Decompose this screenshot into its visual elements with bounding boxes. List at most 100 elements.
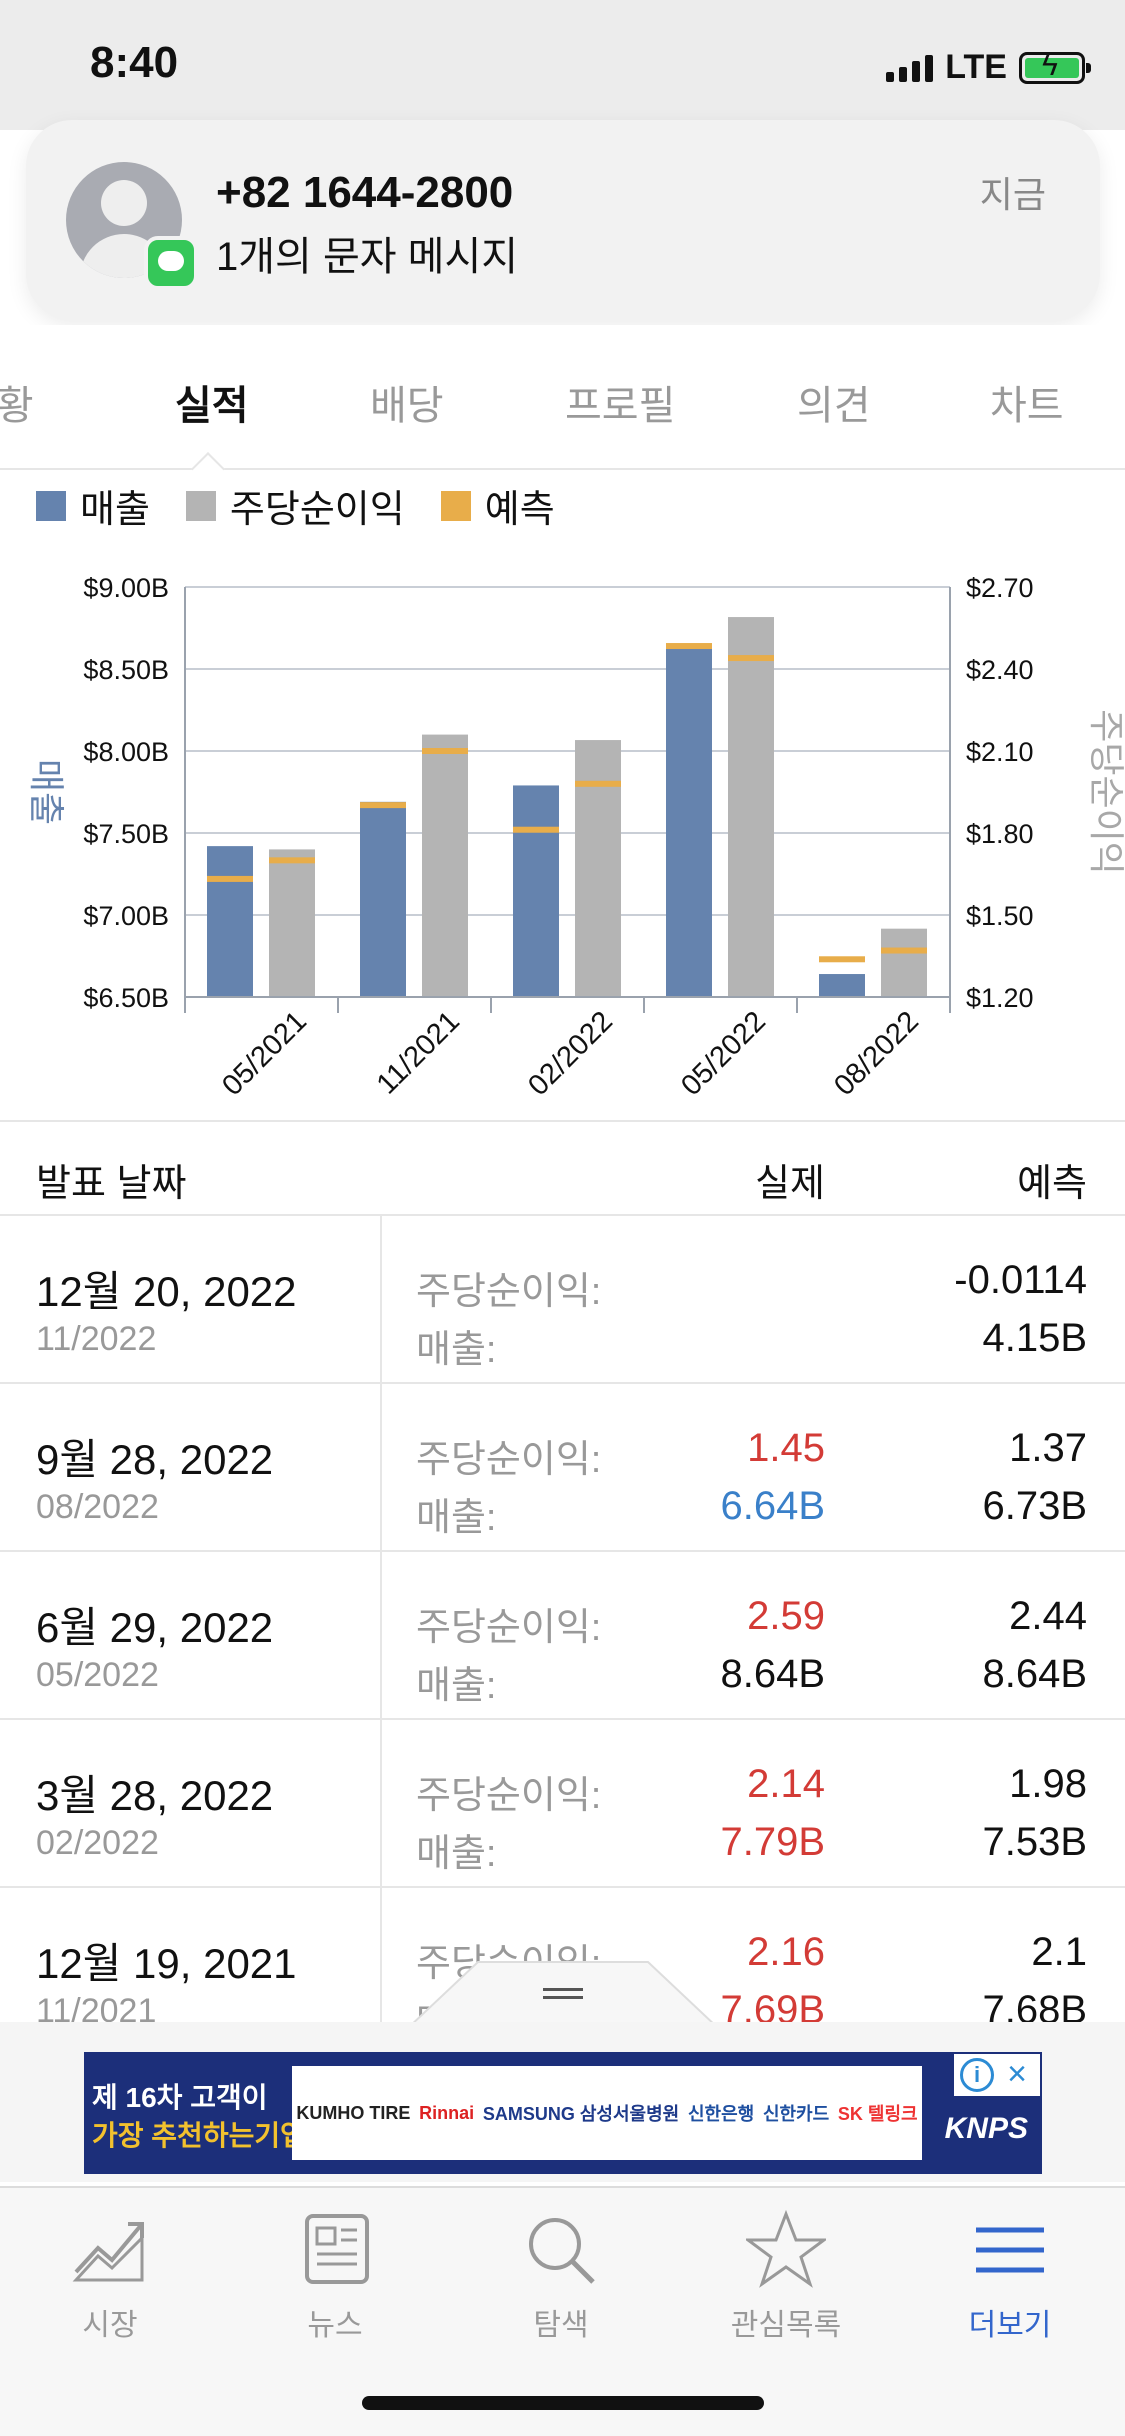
- row-eps-actual: 1.45: [747, 1426, 825, 1470]
- row-date: 9월 28, 2022: [36, 1436, 274, 1483]
- bar-eps: [269, 849, 315, 997]
- y-tick-left: $7.50B: [83, 819, 169, 849]
- ad-sponsor-logos: KUMHO TIRE Rinnai SAMSUNG 삼성서울병원 신한은행 신한…: [292, 2066, 922, 2160]
- ad-logo-kumho: KUMHO TIRE: [296, 2102, 411, 2123]
- bar-revenue: [819, 974, 865, 997]
- tab-overview[interactable]: 현황: [0, 384, 34, 428]
- ad-logo-sk: SK 텔링크: [837, 2104, 918, 2124]
- x-tick-label: 05/2022: [675, 1005, 772, 1102]
- tab-profile[interactable]: 프로필: [565, 384, 676, 428]
- row-period: 02/2022: [36, 1824, 159, 1862]
- header-estimate: 예측: [1017, 1163, 1087, 1205]
- section-tabs: 현황 실적 배당 프로필 의견 차트: [0, 325, 1125, 486]
- row-revenue-label: 매출:: [416, 1497, 497, 1539]
- row-revenue-label: 매출:: [416, 1833, 497, 1875]
- chart-legend: 매출 주당순이익 예측: [36, 478, 555, 533]
- ad-logo-shinhan-bank: 신한은행: [687, 2104, 755, 2124]
- y-axis-title-right: 주당순이익: [1085, 709, 1125, 875]
- ad-line1: 제 16차 고객이: [92, 2082, 268, 2113]
- sms-notification-banner[interactable]: +82 1644-2800 1개의 문자 메시지 지금: [26, 120, 1100, 320]
- ad-logo-shinhan-card: 신한카드: [762, 2104, 830, 2124]
- row-eps-label: 주당순이익:: [416, 1775, 602, 1817]
- row-revenue-estimate: 7.53B: [982, 1820, 1087, 1864]
- battery-charging-icon: ϟ: [1019, 49, 1091, 84]
- row-divider: [380, 1552, 382, 1718]
- forecast-marker-revenue: [207, 875, 253, 882]
- earnings-row[interactable]: 6월 29, 2022 05/2022 주당순이익: 매출: 2.59 8.64B 2.44…: [0, 1552, 1125, 1720]
- ad-controls: i ×: [954, 2054, 1040, 2096]
- row-revenue-label: 매출:: [416, 1665, 497, 1707]
- messages-app-icon: [144, 236, 198, 290]
- y-tick-right: $1.50: [966, 901, 1034, 931]
- bar-revenue: [666, 646, 712, 997]
- row-period: 05/2022: [36, 1656, 159, 1694]
- row-date: 3월 28, 2022: [36, 1772, 274, 1819]
- x-tick-label: 02/2022: [522, 1005, 619, 1102]
- y-tick-right: $1.80: [966, 819, 1034, 849]
- tabbar-news-label: 뉴스: [307, 2309, 363, 2342]
- cellular-signal-icon: [886, 54, 934, 82]
- legend-item-forecast: 예측: [440, 478, 555, 533]
- row-eps-actual: 2.14: [747, 1762, 825, 1806]
- row-divider: [380, 1384, 382, 1550]
- network-type: LTE: [945, 48, 1007, 86]
- header-actual: 실제: [755, 1163, 825, 1205]
- row-revenue-actual: 8.64B: [720, 1652, 825, 1696]
- row-eps-estimate: 2.44: [1009, 1594, 1087, 1638]
- row-revenue-estimate: 4.15B: [982, 1316, 1087, 1360]
- tabbar-watchlist[interactable]: 관심목록: [696, 2210, 876, 2344]
- ad-banner[interactable]: 제 16차 고객이 가장 추천하는기업 KUMHO TIRE Rinnai SA…: [84, 2052, 1042, 2174]
- row-revenue-actual: 6.64B: [720, 1484, 825, 1528]
- ad-logo-rinnai: Rinnai: [419, 2102, 475, 2123]
- notification-time: 지금: [979, 174, 1046, 215]
- forecast-marker-eps: [269, 857, 315, 864]
- row-eps-estimate: 2.1: [1031, 1930, 1087, 1974]
- x-tick-label: 05/2021: [216, 1005, 313, 1102]
- market-chart-icon: [72, 2222, 144, 2282]
- y-tick-left: $6.50B: [83, 983, 169, 1013]
- tabbar-news[interactable]: 뉴스: [245, 2210, 425, 2344]
- row-eps-estimate: 1.37: [1009, 1426, 1087, 1470]
- earnings-row[interactable]: 12월 20, 2022 11/2022 주당순이익: 매출: -0.0114 4.15B: [0, 1216, 1125, 1384]
- drawer-pull-handle[interactable]: [408, 1958, 718, 2028]
- tabbar-more[interactable]: 더보기: [920, 2210, 1100, 2344]
- forecast-marker-eps: [881, 947, 927, 954]
- row-date: 6월 29, 2022: [36, 1604, 274, 1651]
- row-revenue-actual: 7.79B: [720, 1820, 825, 1864]
- tab-opinion[interactable]: 의견: [797, 384, 871, 428]
- tab-dividends[interactable]: 배당: [370, 384, 444, 428]
- row-revenue-label: 매출:: [416, 1329, 497, 1371]
- star-icon: [746, 2210, 826, 2288]
- legend-item-eps: 주당순이익: [185, 478, 405, 533]
- y-tick-left: $9.00B: [83, 573, 169, 603]
- y-tick-left: $8.00B: [83, 737, 169, 767]
- y-axis-title-left: 매출: [25, 759, 66, 825]
- ad-close-icon[interactable]: ×: [1007, 2055, 1027, 2093]
- forecast-marker-eps: [422, 748, 468, 754]
- ad-info-icon[interactable]: i: [960, 2058, 994, 2092]
- row-eps-label: 주당순이익:: [416, 1271, 602, 1313]
- row-eps-estimate: 1.98: [1009, 1762, 1087, 1806]
- x-tick-label: 11/2021: [371, 1005, 466, 1100]
- ad-line2: 가장 추천하는기업: [92, 2120, 306, 2151]
- row-divider: [380, 1720, 382, 1886]
- y-tick-left: $8.50B: [83, 655, 169, 685]
- tabbar-search-label: 탐색: [533, 2309, 589, 2342]
- legend-item-revenue: 매출: [36, 478, 150, 533]
- ad-banner-area: 제 16차 고객이 가장 추천하는기업 KUMHO TIRE Rinnai SA…: [0, 2022, 1125, 2182]
- earnings-row[interactable]: 9월 28, 2022 08/2022 주당순이익: 매출: 1.45 6.64B 1.37…: [0, 1384, 1125, 1552]
- tab-earnings[interactable]: 실적: [175, 384, 249, 428]
- tabbar-search[interactable]: 탐색: [471, 2210, 651, 2344]
- forecast-marker-eps: [728, 655, 774, 662]
- bar-eps: [422, 734, 468, 997]
- row-eps-label: 주당순이익:: [416, 1607, 602, 1649]
- bar-eps: [881, 928, 927, 997]
- tabbar-market[interactable]: 시장: [20, 2210, 200, 2344]
- forecast-marker-revenue: [666, 643, 712, 650]
- ad-brand-knps: KNPS: [944, 2112, 1028, 2145]
- y-tick-right: $2.40: [966, 655, 1034, 685]
- home-indicator: [362, 2396, 764, 2410]
- bottom-tab-bar: 시장 뉴스 탐색 관심목록 더보기: [0, 2186, 1125, 2436]
- tab-chart[interactable]: 차트: [990, 384, 1064, 428]
- earnings-row[interactable]: 3월 28, 2022 02/2022 주당순이익: 매출: 2.14 7.79B 1.98…: [0, 1720, 1125, 1888]
